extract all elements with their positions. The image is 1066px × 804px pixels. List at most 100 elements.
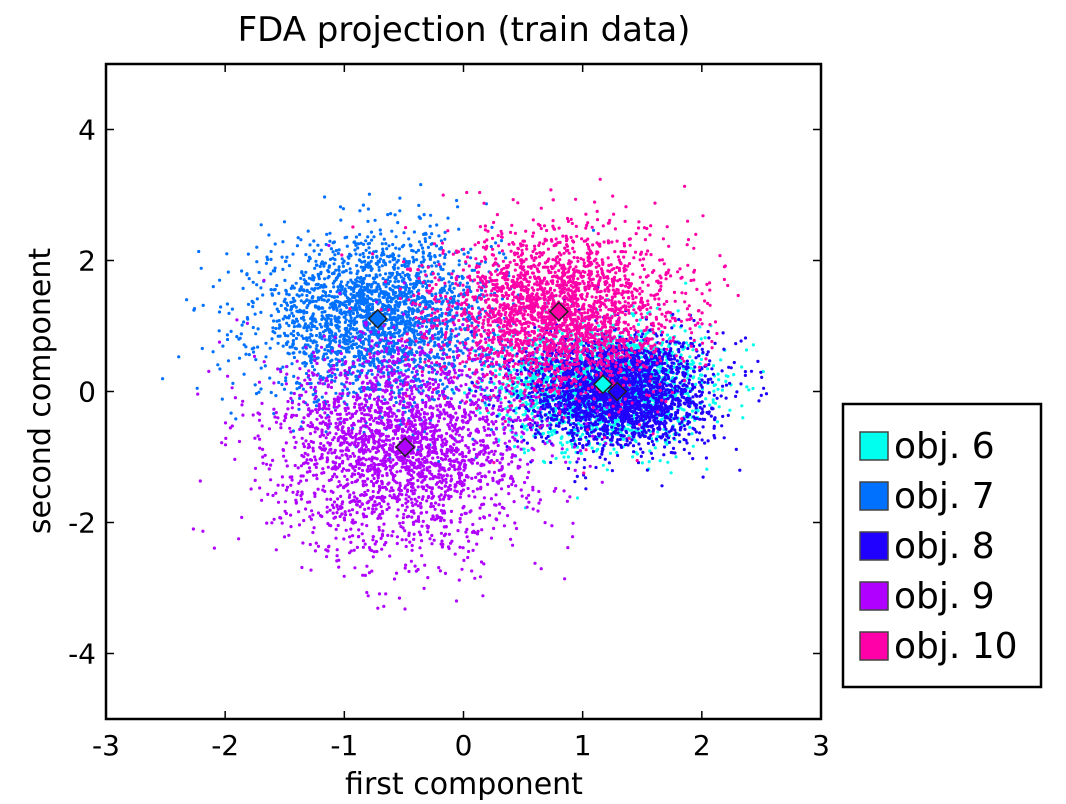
data-point: [391, 288, 395, 292]
data-point: [197, 249, 201, 254]
data-point: [331, 241, 335, 245]
data-point: [692, 375, 696, 379]
data-point: [407, 313, 411, 317]
data-point: [631, 455, 635, 459]
data-point: [412, 324, 416, 328]
data-point: [316, 243, 320, 247]
data-point: [365, 352, 369, 357]
data-point: [287, 352, 291, 356]
data-point: [303, 281, 307, 285]
data-point: [319, 325, 324, 329]
data-point: [681, 347, 685, 351]
data-point: [402, 263, 407, 267]
data-point: [526, 448, 530, 453]
data-point: [312, 400, 316, 404]
data-point: [436, 272, 440, 276]
data-point: [347, 302, 351, 306]
data-point: [576, 421, 581, 426]
data-point: [579, 353, 583, 358]
data-point: [581, 432, 585, 436]
data-point: [684, 341, 689, 345]
data-point: [363, 259, 367, 263]
data-point: [312, 339, 316, 343]
data-point: [691, 409, 695, 413]
data-point: [404, 369, 408, 373]
data-point: [704, 397, 708, 401]
data-point: [241, 286, 245, 290]
data-point: [328, 289, 333, 294]
data-point: [328, 257, 333, 261]
data-point: [347, 298, 351, 302]
data-point: [366, 255, 371, 259]
data-point: [244, 345, 248, 349]
data-point: [211, 285, 215, 289]
data-point: [329, 318, 333, 322]
data-point: [304, 270, 308, 274]
data-point: [378, 287, 382, 291]
data-point: [440, 278, 444, 282]
data-point: [300, 309, 304, 313]
data-point: [608, 451, 613, 455]
data-point: [246, 252, 250, 256]
data-point: [399, 319, 403, 323]
data-point: [384, 263, 388, 267]
data-point: [713, 383, 718, 387]
data-point: [304, 253, 308, 257]
data-point: [514, 411, 518, 415]
data-point: [694, 382, 698, 386]
data-point: [336, 285, 340, 289]
data-point: [541, 459, 546, 463]
data-point: [407, 237, 411, 241]
data-point: [398, 209, 402, 213]
data-point: [337, 265, 341, 269]
data-point: [610, 428, 614, 432]
data-point: [615, 418, 620, 423]
data-point: [438, 378, 442, 382]
data-point: [747, 388, 751, 392]
data-point: [389, 333, 393, 337]
data-point: [634, 440, 638, 444]
data-point: [317, 274, 321, 278]
data-point: [255, 260, 259, 264]
data-point: [358, 209, 362, 213]
data-point: [423, 269, 427, 273]
data-point: [470, 381, 474, 385]
data-point: [515, 384, 519, 388]
data-point: [462, 252, 466, 256]
data-point: [217, 329, 221, 333]
data-point: [442, 262, 446, 266]
data-point: [421, 284, 425, 288]
data-point: [354, 235, 358, 239]
data-point: [292, 374, 296, 378]
data-point: [358, 276, 362, 280]
data-point: [706, 330, 710, 334]
data-point: [421, 246, 425, 250]
data-point: [447, 362, 451, 366]
data-point: [282, 331, 286, 335]
data-point: [312, 239, 316, 243]
data-point: [310, 334, 314, 338]
data-point: [339, 218, 343, 222]
data-point: [320, 310, 324, 314]
data-point: [302, 350, 306, 354]
data-point: [306, 229, 310, 233]
data-point: [669, 471, 673, 475]
data-point: [680, 407, 684, 411]
data-point: [266, 257, 270, 262]
data-point: [226, 270, 230, 274]
data-point: [422, 232, 426, 236]
data-point: [637, 333, 641, 337]
data-point: [360, 335, 364, 339]
data-point: [310, 296, 314, 300]
data-point: [328, 359, 332, 363]
data-point: [336, 251, 340, 256]
data-point: [494, 241, 498, 245]
data-point: [427, 254, 431, 258]
data-point: [335, 275, 339, 280]
data-point: [681, 364, 685, 368]
data-point: [433, 340, 437, 344]
data-point: [279, 303, 283, 308]
data-point: [211, 350, 215, 354]
data-point: [409, 295, 413, 299]
data-point: [744, 348, 749, 352]
